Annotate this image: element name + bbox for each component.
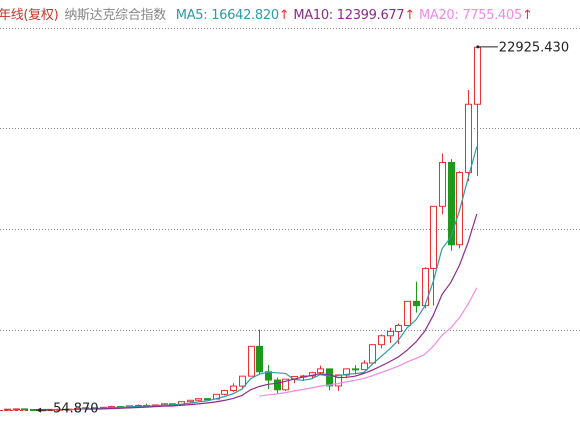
candle-body (4, 408, 11, 411)
candle-body (448, 161, 455, 246)
legend-entry: MA10: 12399.677 (293, 8, 405, 23)
candle-body (256, 345, 263, 373)
candle-body (395, 324, 402, 332)
candle-body (248, 345, 255, 377)
candle-body (239, 375, 246, 387)
candle-body (404, 300, 411, 326)
candle-body (317, 368, 324, 374)
candle-body (21, 408, 28, 411)
candle-body (274, 379, 281, 391)
max-label: 22925.430 (499, 40, 569, 55)
candle-body (439, 161, 446, 207)
candle-body (187, 399, 194, 403)
candle-body (195, 398, 202, 401)
candle-body (369, 344, 376, 364)
candle-body (230, 385, 237, 391)
candle-body (361, 362, 368, 371)
trend-arrow: ↑ (521, 8, 533, 23)
trend-arrow: ↑ (278, 8, 290, 23)
candle-body (343, 368, 350, 376)
legend-entry: MA20: 7755.405 (418, 8, 522, 23)
candle-body (465, 103, 472, 174)
ma-line (41, 146, 478, 411)
min-label: 54.870 (53, 402, 99, 417)
candle-body (13, 408, 20, 411)
candle-body (378, 335, 385, 346)
candle-body (326, 368, 333, 387)
candle-body (387, 330, 394, 337)
candle-body (474, 46, 481, 105)
header: 年线(复权) 纳斯达克综合指数 MA5: 16642.820↑ MA10: 1239… (0, 4, 580, 24)
candle-body (430, 205, 437, 269)
legend-entry: MA5: 16642.820 (175, 8, 279, 23)
candle-body (204, 398, 211, 401)
max-dot (476, 45, 480, 49)
candle-body (221, 389, 228, 395)
candle-body (422, 267, 429, 307)
candle-body (352, 368, 359, 371)
candle-body (30, 409, 37, 412)
trend-arrow: ↑ (404, 8, 415, 23)
min-arrowhead (36, 407, 42, 413)
ma-line (259, 287, 478, 397)
chart-title: 纳斯达克综合指数 (64, 8, 166, 23)
ma-line (85, 213, 478, 410)
period: 年线(复权) (0, 8, 59, 23)
candle-body (282, 378, 289, 391)
candle-body (413, 300, 420, 307)
